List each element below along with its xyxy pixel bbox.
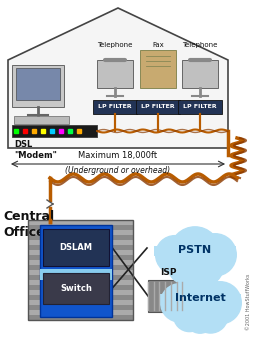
FancyBboxPatch shape [178, 100, 222, 114]
Text: (Underground or overhead): (Underground or overhead) [66, 166, 171, 175]
FancyBboxPatch shape [28, 255, 133, 260]
Circle shape [199, 282, 241, 324]
FancyBboxPatch shape [159, 294, 241, 304]
FancyBboxPatch shape [12, 65, 64, 107]
FancyBboxPatch shape [28, 305, 133, 310]
FancyBboxPatch shape [40, 269, 112, 280]
FancyBboxPatch shape [28, 275, 133, 280]
Circle shape [170, 227, 220, 277]
FancyBboxPatch shape [28, 220, 133, 225]
FancyBboxPatch shape [40, 225, 112, 317]
Circle shape [193, 299, 228, 333]
FancyBboxPatch shape [28, 260, 133, 265]
FancyBboxPatch shape [97, 60, 133, 88]
FancyBboxPatch shape [28, 265, 133, 270]
Text: Fax: Fax [152, 42, 164, 48]
Text: LP FILTER: LP FILTER [141, 104, 175, 110]
FancyBboxPatch shape [28, 295, 133, 300]
Circle shape [175, 275, 225, 325]
Text: DSLAM: DSLAM [59, 243, 92, 252]
FancyBboxPatch shape [28, 245, 133, 250]
Text: Telephone: Telephone [97, 42, 133, 48]
FancyBboxPatch shape [136, 100, 180, 114]
FancyBboxPatch shape [28, 230, 133, 235]
Text: PSTN: PSTN [179, 245, 212, 255]
FancyBboxPatch shape [43, 229, 109, 266]
FancyBboxPatch shape [28, 315, 133, 320]
Circle shape [161, 284, 199, 322]
FancyBboxPatch shape [28, 280, 133, 285]
Circle shape [194, 234, 236, 276]
FancyBboxPatch shape [28, 250, 133, 255]
FancyBboxPatch shape [154, 246, 236, 255]
Text: ©2001 HowStuffWorks: ©2001 HowStuffWorks [246, 274, 251, 330]
FancyBboxPatch shape [28, 290, 133, 295]
Text: LP FILTER: LP FILTER [183, 104, 217, 110]
Text: Telephone: Telephone [182, 42, 218, 48]
Circle shape [156, 236, 194, 274]
FancyBboxPatch shape [14, 116, 69, 124]
FancyBboxPatch shape [148, 280, 188, 312]
FancyBboxPatch shape [28, 270, 133, 275]
Circle shape [181, 256, 209, 285]
FancyBboxPatch shape [182, 60, 218, 88]
Text: Switch: Switch [60, 284, 92, 293]
Text: ISP: ISP [160, 268, 176, 277]
Text: Central
Office: Central Office [3, 210, 54, 239]
FancyBboxPatch shape [28, 310, 133, 315]
Text: LP FILTER: LP FILTER [98, 104, 132, 110]
FancyBboxPatch shape [140, 50, 176, 88]
FancyBboxPatch shape [28, 300, 133, 305]
Circle shape [169, 252, 200, 284]
FancyBboxPatch shape [93, 100, 137, 114]
Circle shape [186, 304, 214, 333]
FancyBboxPatch shape [28, 240, 133, 245]
FancyBboxPatch shape [12, 125, 97, 137]
Text: DSL
"Modem": DSL "Modem" [14, 140, 57, 160]
Polygon shape [8, 8, 228, 148]
FancyBboxPatch shape [43, 273, 109, 304]
Text: Maximum 18,000ft: Maximum 18,000ft [78, 151, 157, 160]
Circle shape [188, 250, 223, 285]
FancyBboxPatch shape [28, 285, 133, 290]
Text: Internet: Internet [175, 293, 225, 303]
Circle shape [173, 300, 205, 332]
FancyBboxPatch shape [28, 225, 133, 230]
FancyBboxPatch shape [16, 68, 60, 100]
FancyBboxPatch shape [28, 235, 133, 240]
